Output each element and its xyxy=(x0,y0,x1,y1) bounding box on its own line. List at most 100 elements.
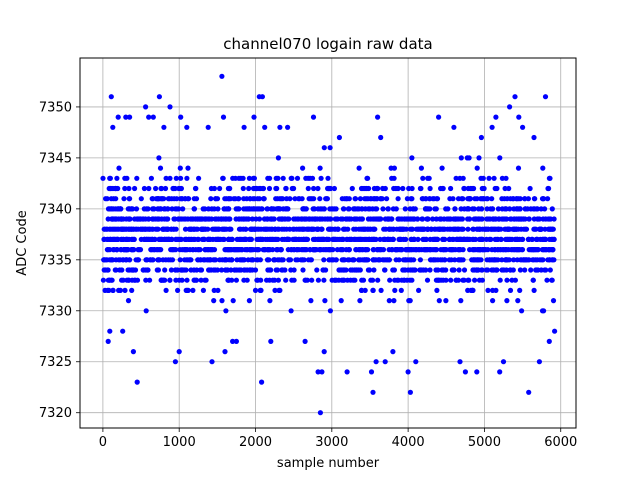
data-point xyxy=(424,277,431,283)
x-tick-label: 4000 xyxy=(392,435,425,450)
data-point xyxy=(176,236,182,242)
data-point xyxy=(305,185,311,192)
data-point xyxy=(311,185,317,192)
data-point xyxy=(126,185,132,192)
data-point xyxy=(191,236,197,242)
data-point xyxy=(150,257,156,263)
data-point xyxy=(503,175,509,181)
y-tick-label: 7345 xyxy=(39,151,72,166)
data-point xyxy=(356,257,362,263)
data-point xyxy=(309,226,315,232)
data-point xyxy=(526,216,532,222)
data-point xyxy=(187,247,193,253)
data-point xyxy=(284,196,290,202)
data-point xyxy=(156,257,162,263)
data-point xyxy=(408,236,414,242)
data-point xyxy=(277,247,284,253)
data-point xyxy=(424,247,430,253)
data-point xyxy=(110,124,116,130)
data-point xyxy=(280,267,286,273)
x-tick-label: 5000 xyxy=(468,435,501,450)
data-point xyxy=(230,175,236,181)
data-point xyxy=(363,247,369,253)
data-point xyxy=(107,328,113,334)
data-point xyxy=(272,257,278,263)
data-point xyxy=(513,196,520,202)
data-point xyxy=(420,175,426,181)
data-point xyxy=(243,226,249,232)
data-point xyxy=(127,257,133,263)
data-point xyxy=(225,185,231,192)
data-point xyxy=(228,226,234,232)
data-point xyxy=(500,359,507,365)
data-point xyxy=(515,298,521,304)
data-point xyxy=(500,216,506,222)
data-point xyxy=(130,349,136,355)
data-point xyxy=(551,236,557,242)
data-point xyxy=(365,175,371,181)
data-point xyxy=(389,175,395,181)
data-point xyxy=(273,185,279,192)
data-point xyxy=(549,206,555,212)
data-point xyxy=(137,216,143,222)
data-point xyxy=(300,165,306,171)
data-point xyxy=(258,277,264,283)
y-tick-label: 7350 xyxy=(39,100,72,115)
data-point xyxy=(288,267,294,273)
data-point xyxy=(488,206,494,212)
data-point xyxy=(180,206,186,212)
data-point xyxy=(542,94,549,100)
data-point xyxy=(163,257,169,263)
data-point xyxy=(391,267,397,273)
data-point xyxy=(375,114,381,120)
data-point xyxy=(410,206,416,212)
data-point xyxy=(534,206,541,212)
data-point xyxy=(507,236,513,242)
data-point xyxy=(370,236,376,242)
data-point xyxy=(150,196,156,202)
data-point xyxy=(348,216,354,222)
data-point xyxy=(255,247,261,253)
data-point xyxy=(304,226,310,232)
data-point xyxy=(338,298,344,304)
data-point xyxy=(117,267,123,273)
data-point xyxy=(285,124,291,130)
data-point xyxy=(250,175,256,181)
data-point xyxy=(381,226,387,232)
data-point xyxy=(525,196,532,202)
data-point xyxy=(507,216,514,222)
data-point xyxy=(325,175,331,181)
data-point xyxy=(205,257,211,263)
data-point xyxy=(174,196,180,202)
data-point xyxy=(223,257,229,263)
data-point xyxy=(472,277,478,283)
data-point xyxy=(124,247,130,253)
data-point xyxy=(535,216,541,222)
data-point xyxy=(375,277,381,283)
data-point xyxy=(246,175,252,181)
data-point xyxy=(222,206,228,212)
data-point xyxy=(446,226,453,232)
data-point xyxy=(215,206,221,212)
data-point xyxy=(116,226,122,232)
data-point xyxy=(522,196,528,202)
data-point xyxy=(362,236,369,242)
data-point xyxy=(546,257,553,263)
data-point xyxy=(202,216,208,222)
data-point xyxy=(325,247,331,253)
data-point xyxy=(460,277,466,283)
data-point xyxy=(370,257,376,263)
y-axis-label: ADC Code xyxy=(15,210,30,275)
data-point xyxy=(499,175,505,181)
data-point xyxy=(416,287,422,293)
data-point xyxy=(327,145,333,151)
data-point xyxy=(191,196,197,202)
data-point xyxy=(356,226,362,232)
data-point xyxy=(453,175,459,181)
data-point xyxy=(113,267,119,273)
data-point xyxy=(356,206,362,212)
data-point xyxy=(205,206,212,212)
data-point xyxy=(267,298,273,304)
data-point xyxy=(407,389,413,395)
data-point xyxy=(433,277,439,283)
